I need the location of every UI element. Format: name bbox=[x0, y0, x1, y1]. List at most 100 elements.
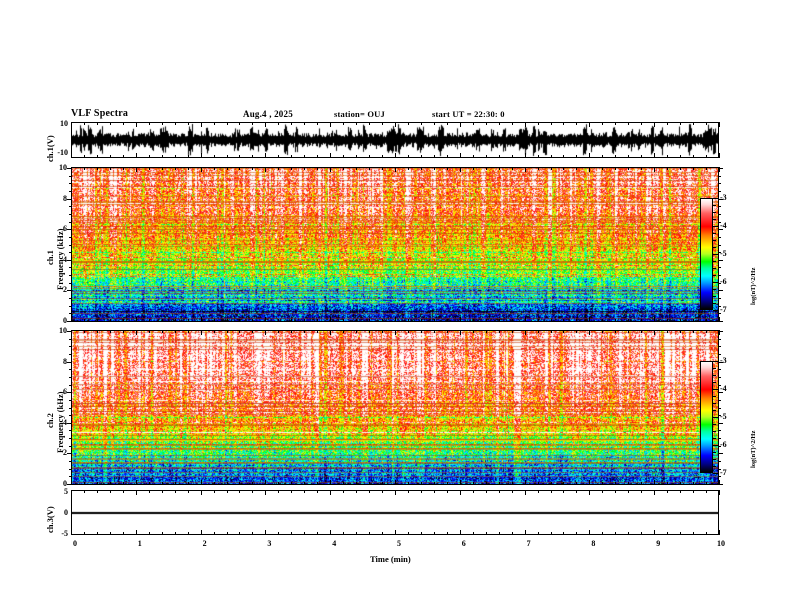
tick-mark bbox=[563, 482, 565, 485]
tick-mark bbox=[265, 530, 267, 535]
tick-mark bbox=[537, 482, 539, 485]
tick-mark bbox=[265, 480, 267, 485]
tick-mark bbox=[713, 438, 716, 439]
tick-mark bbox=[641, 122, 643, 125]
tick-mark bbox=[719, 275, 721, 277]
tick-mark bbox=[330, 490, 332, 495]
tick-mark bbox=[713, 303, 716, 304]
tick-mark bbox=[317, 319, 319, 322]
tick-mark bbox=[239, 319, 241, 322]
tick-mark bbox=[719, 430, 721, 432]
tick-mark bbox=[719, 476, 721, 478]
x-axis-tick-6: 6 bbox=[461, 539, 466, 548]
tick-mark bbox=[713, 375, 716, 376]
tick-mark bbox=[369, 482, 371, 485]
tick-mark bbox=[719, 361, 723, 363]
tick-mark bbox=[602, 490, 604, 493]
tick-mark bbox=[330, 122, 332, 127]
tick-mark bbox=[713, 310, 718, 311]
tick-mark bbox=[693, 330, 695, 333]
tick-mark bbox=[369, 155, 371, 158]
tick-mark bbox=[628, 330, 630, 333]
tick-mark bbox=[83, 155, 85, 158]
tick-mark bbox=[589, 490, 591, 495]
tick-mark bbox=[343, 155, 345, 158]
tick-mark bbox=[719, 468, 721, 470]
tick-mark bbox=[304, 490, 306, 493]
tick-mark bbox=[278, 167, 280, 170]
tick-mark bbox=[667, 482, 669, 485]
tick-mark bbox=[69, 183, 71, 185]
tick-mark bbox=[713, 226, 718, 227]
tick-mark bbox=[135, 330, 137, 335]
tick-mark bbox=[498, 167, 500, 170]
tick-mark bbox=[109, 155, 111, 158]
tick-mark bbox=[69, 445, 71, 447]
tick-mark bbox=[330, 167, 332, 172]
tick-mark bbox=[369, 532, 371, 535]
tick-mark bbox=[304, 167, 306, 170]
tick-mark bbox=[576, 122, 578, 125]
tick-mark bbox=[719, 530, 720, 535]
tick-mark bbox=[109, 532, 111, 535]
tick-mark bbox=[395, 530, 396, 535]
tick-mark bbox=[693, 122, 695, 125]
tick-mark bbox=[330, 480, 332, 485]
tick-mark bbox=[174, 122, 176, 125]
tick-mark bbox=[713, 198, 718, 199]
colorbar-tick-neg6: -6 bbox=[720, 440, 727, 449]
tick-mark bbox=[69, 461, 71, 463]
tick-mark bbox=[719, 267, 721, 269]
tick-mark bbox=[69, 407, 71, 409]
tick-mark bbox=[122, 319, 124, 322]
tick-mark bbox=[680, 167, 682, 170]
colorbar-ch1-label: log(nT)^2/Hz bbox=[750, 267, 757, 305]
tick-mark bbox=[135, 122, 137, 127]
tick-mark bbox=[713, 247, 716, 248]
tick-mark bbox=[550, 167, 552, 170]
tick-mark bbox=[356, 319, 358, 322]
tick-mark bbox=[213, 155, 215, 158]
tick-mark bbox=[719, 183, 721, 185]
tick-mark bbox=[537, 167, 539, 170]
tick-mark bbox=[161, 330, 163, 333]
tick-mark bbox=[278, 122, 280, 125]
tick-mark bbox=[174, 155, 176, 158]
tick-mark bbox=[382, 532, 384, 535]
tick-mark bbox=[69, 476, 71, 478]
tick-mark bbox=[109, 482, 111, 485]
tick-mark bbox=[69, 415, 71, 417]
tick-mark bbox=[161, 167, 163, 170]
x-axis-tick-7: 7 bbox=[526, 539, 531, 548]
tick-mark bbox=[713, 282, 718, 283]
tick-mark bbox=[706, 482, 708, 485]
tick-mark bbox=[252, 330, 254, 333]
tick-mark bbox=[67, 453, 71, 455]
tick-mark bbox=[69, 275, 71, 277]
tick-mark bbox=[122, 490, 124, 493]
tick-mark bbox=[148, 122, 150, 125]
tick-mark bbox=[252, 319, 254, 322]
tick-mark bbox=[407, 155, 409, 158]
tick-mark bbox=[382, 122, 384, 125]
ch2-spectrogram-image bbox=[72, 331, 718, 484]
tick-mark bbox=[654, 122, 656, 127]
tick-mark bbox=[576, 482, 578, 485]
tick-mark bbox=[69, 236, 71, 238]
x-axis-tick-4: 4 bbox=[332, 539, 337, 548]
tick-mark bbox=[719, 353, 721, 355]
tick-mark bbox=[83, 330, 85, 333]
tick-mark bbox=[511, 490, 513, 493]
ch1-spec-ytick-4: 4 bbox=[63, 254, 67, 264]
tick-mark bbox=[667, 490, 669, 493]
tick-mark bbox=[252, 122, 254, 125]
tick-mark bbox=[395, 490, 396, 495]
tick-mark bbox=[420, 330, 422, 333]
tick-mark bbox=[459, 490, 461, 495]
tick-mark bbox=[71, 167, 72, 172]
tick-mark bbox=[524, 317, 526, 322]
tick-mark bbox=[589, 153, 591, 158]
tick-mark bbox=[719, 213, 721, 215]
tick-mark bbox=[719, 244, 721, 246]
